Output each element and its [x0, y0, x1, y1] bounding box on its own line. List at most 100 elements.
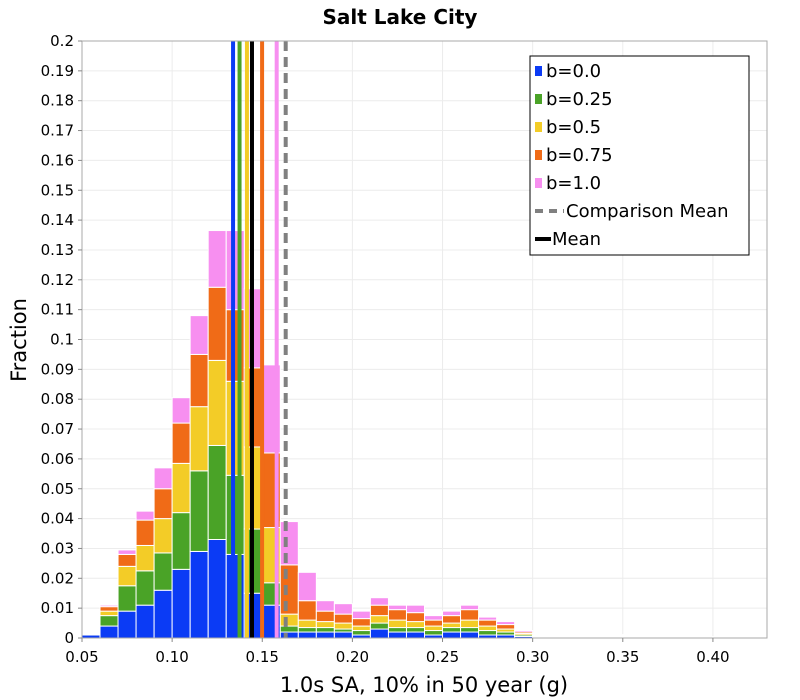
bar-segment — [99, 604, 119, 608]
bar-segment — [478, 630, 498, 636]
y-tick-label: 0.2 — [50, 32, 74, 50]
bar-segment — [586, 634, 606, 637]
legend-swatch — [535, 66, 542, 76]
bar-segment — [279, 625, 299, 633]
y-tick-label: 0.08 — [41, 390, 74, 408]
bar-segment — [99, 606, 119, 612]
legend-label: b=0.0 — [546, 61, 601, 82]
bar-segment — [442, 631, 462, 639]
y-tick-label: 0.09 — [41, 360, 74, 378]
bar-segment — [297, 631, 317, 639]
bar-segment — [622, 633, 642, 636]
bar-segment — [387, 604, 407, 611]
bar-segment — [496, 624, 516, 630]
bar-segment — [117, 565, 137, 587]
bar-segment — [99, 610, 119, 617]
y-tick-label: 0.13 — [41, 241, 74, 259]
y-tick-label: 0.04 — [41, 510, 74, 528]
legend-label: b=1.0 — [546, 173, 601, 194]
bar-segment — [153, 467, 173, 490]
bar-segment — [369, 597, 389, 606]
bar-segment — [369, 628, 389, 639]
bar-segment — [189, 406, 209, 472]
bar-segment — [279, 631, 299, 639]
bar-segment — [351, 625, 371, 632]
bar-segment — [171, 568, 191, 639]
bar-segment — [315, 631, 335, 639]
bar-segment — [207, 286, 227, 361]
bar-segment — [640, 634, 660, 637]
bar-segment — [135, 604, 155, 639]
bar-segment — [315, 600, 335, 612]
bar-segment — [99, 615, 119, 627]
legend-label: b=0.25 — [546, 89, 613, 110]
legend-label: Mean — [552, 229, 601, 250]
bar-segment — [99, 625, 119, 639]
bars — [81, 230, 768, 639]
y-tick-label: 0.14 — [41, 211, 74, 229]
bar-segment — [369, 622, 389, 630]
bar-segment — [351, 630, 371, 636]
bar-segment — [135, 510, 155, 521]
bar-segment — [315, 610, 335, 623]
x-tick-label: 0.35 — [606, 648, 639, 666]
bar-segment — [405, 621, 426, 629]
bar-segment — [171, 462, 191, 514]
x-tick-label: 0.20 — [336, 648, 369, 666]
y-tick-label: 0.03 — [41, 539, 74, 557]
bar-segment — [351, 610, 371, 620]
bar-segment — [333, 622, 353, 630]
bar-segment — [387, 609, 407, 621]
bar-segment — [460, 619, 480, 629]
bar-segment — [153, 518, 173, 554]
bar-segment — [442, 610, 462, 617]
y-tick-label: 0.01 — [41, 599, 74, 617]
bar-segment — [460, 604, 480, 611]
bar-segment — [81, 631, 101, 634]
legend-label: b=0.5 — [546, 117, 601, 138]
x-axis-label: 1.0s SA, 10% in 50 year (g) — [280, 673, 568, 697]
bar-segment — [405, 612, 426, 623]
bar-segment — [189, 353, 209, 408]
y-tick-label: 0.11 — [41, 301, 74, 319]
y-tick-label: 0.17 — [41, 122, 74, 140]
bar-segment — [460, 609, 480, 621]
bar-segment — [496, 621, 516, 626]
x-tick-label: 0.40 — [696, 648, 729, 666]
y-tick-label: 0.16 — [41, 151, 74, 169]
bar-segment — [333, 603, 353, 615]
bar-segment — [478, 619, 498, 627]
x-tick-label: 0.05 — [65, 648, 98, 666]
legend-swatch — [535, 178, 542, 188]
x-tick-label: 0.25 — [426, 648, 459, 666]
y-tick-label: 0.19 — [41, 62, 74, 80]
bar-segment — [478, 625, 498, 632]
bar-segment — [532, 634, 552, 637]
y-tick-label: 0.07 — [41, 420, 74, 438]
bar-segment — [207, 444, 227, 540]
bar-segment — [171, 512, 191, 570]
legend-swatch — [535, 94, 542, 104]
bar-segment — [135, 519, 155, 546]
y-tick-label: 0.06 — [41, 450, 74, 468]
bar-segment — [117, 610, 137, 639]
x-axis: 0.05 0.10 0.15 0.20 0.25 0.30 0.35 0.40 — [65, 638, 730, 666]
bar-segment — [207, 230, 227, 288]
bar-segment — [189, 470, 209, 552]
bar-segment — [153, 589, 173, 639]
bar-segment — [514, 630, 534, 633]
legend-swatch — [535, 122, 542, 132]
bar-segment — [387, 627, 407, 633]
bar-segment — [333, 631, 353, 639]
bar-segment — [297, 600, 317, 621]
bar-segment — [460, 627, 480, 633]
legend-swatch — [535, 150, 542, 160]
y-tick-label: 0.12 — [41, 271, 74, 289]
chart-title: Salt Lake City — [323, 5, 478, 29]
y-tick-label: 0 — [64, 629, 74, 647]
bar-segment — [171, 397, 191, 424]
bar-segment — [424, 619, 444, 627]
y-axis: 0 0.01 0.02 0.03 0.04 0.05 0.06 0.07 0.08 0.09 0.1… — [41, 32, 82, 647]
bar-segment — [279, 564, 299, 615]
bar-segment — [207, 359, 227, 446]
